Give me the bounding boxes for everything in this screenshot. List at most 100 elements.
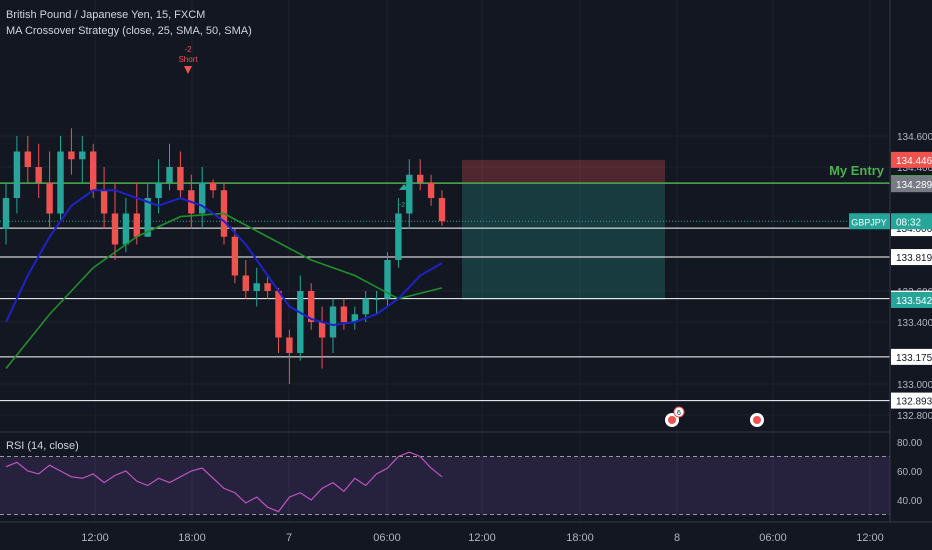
time-tag-bg bbox=[891, 213, 932, 230]
time-tag: 08:32 bbox=[896, 217, 921, 228]
candle-body bbox=[318, 322, 326, 338]
price-tag: 133.819 bbox=[896, 253, 932, 264]
price-tick-label: 133.400 bbox=[897, 318, 932, 329]
time-axis: 12:00 18:00 7 06:00 12:00 18:00 8 06:00 12:00 bbox=[0, 521, 932, 544]
candle-body bbox=[209, 182, 217, 191]
event-marker-dot bbox=[753, 416, 761, 424]
candle-body bbox=[111, 213, 119, 245]
rsi-line bbox=[5, 451, 443, 513]
short-count: -2 bbox=[184, 45, 192, 54]
candle-body bbox=[253, 283, 260, 291]
candle-body bbox=[79, 151, 86, 160]
candle-body bbox=[438, 198, 446, 222]
candle-body bbox=[362, 298, 369, 315]
stop-zone bbox=[462, 159, 665, 184]
moving-averages bbox=[5, 189, 443, 370]
candle-body bbox=[46, 182, 53, 214]
rsi-tick-label: 40.00 bbox=[897, 496, 922, 507]
candle-body bbox=[329, 306, 337, 338]
candle-body bbox=[406, 174, 413, 214]
price-tick-label: 134.400 bbox=[897, 163, 932, 174]
short-arrow-icon bbox=[184, 66, 192, 74]
time-tick-label: 12:00 bbox=[468, 532, 496, 544]
price-tag-bg bbox=[891, 348, 932, 365]
price-tag: 134.446 bbox=[896, 156, 932, 167]
candle-body bbox=[57, 151, 64, 214]
event-count: 6 bbox=[677, 410, 681, 417]
candle-body bbox=[199, 182, 206, 214]
candle-body bbox=[264, 283, 271, 291]
price-tick-label: 134.600 bbox=[897, 132, 932, 143]
cover-arrow-icon bbox=[399, 184, 409, 190]
candle-body bbox=[166, 167, 173, 183]
symbol-tag: GBPJPY bbox=[851, 217, 887, 227]
profit-zone bbox=[462, 183, 665, 300]
candle-body bbox=[286, 337, 293, 353]
rsi-label: RSI (14, close) bbox=[6, 440, 79, 452]
candle-body bbox=[373, 298, 380, 300]
time-tick-label: 06:00 bbox=[759, 532, 787, 544]
price-tag: 134.006 bbox=[896, 224, 932, 235]
price-tag: 133.175 bbox=[896, 353, 932, 364]
rsi-band bbox=[0, 456, 890, 515]
price-tick-label: 132.800 bbox=[897, 411, 932, 422]
price-tag: 132.893 bbox=[896, 397, 932, 408]
candle-body bbox=[351, 314, 358, 322]
candle-body bbox=[242, 275, 249, 291]
price-tag-bg bbox=[891, 249, 932, 266]
price-tag-bg bbox=[891, 176, 932, 193]
candle-body bbox=[417, 174, 424, 183]
candles bbox=[2, 128, 446, 384]
sma50-line bbox=[5, 212, 443, 370]
price-tick-label: 133.000 bbox=[897, 380, 932, 391]
grid bbox=[0, 0, 890, 522]
cover-count: -2 bbox=[399, 202, 405, 209]
price-tag: 134.289 bbox=[896, 180, 932, 191]
time-tick-label: 12:00 bbox=[856, 532, 884, 544]
price-tag-bg bbox=[891, 392, 932, 409]
candle-body bbox=[2, 198, 10, 229]
candle-body bbox=[297, 291, 304, 353]
candle-body bbox=[24, 151, 31, 167]
candle-body bbox=[13, 151, 21, 198]
candle-body bbox=[275, 291, 282, 338]
time-tick-label: 18:00 bbox=[178, 532, 206, 544]
time-tick-label: 7 bbox=[286, 532, 292, 544]
candle-body bbox=[155, 182, 162, 198]
candle-body bbox=[90, 151, 97, 191]
price-tag-bg bbox=[891, 291, 932, 308]
candle-body bbox=[340, 306, 348, 322]
rsi-tick-label: 80.00 bbox=[897, 438, 922, 449]
price-tag-bg bbox=[891, 151, 932, 168]
time-tick-label: 8 bbox=[674, 532, 680, 544]
candle-body bbox=[68, 151, 75, 160]
candle-body bbox=[133, 213, 140, 237]
price-tag: 133.542 bbox=[896, 296, 932, 307]
candle-body bbox=[177, 167, 184, 191]
strategy-label: MA Crossover Strategy (close, 25, SMA, 5… bbox=[6, 25, 252, 37]
time-tick-label: 06:00 bbox=[373, 532, 401, 544]
candle-body bbox=[144, 198, 151, 237]
time-tick-label: 18:00 bbox=[566, 532, 594, 544]
entry-label: My Entry bbox=[829, 163, 885, 178]
time-tick-label: 12:00 bbox=[81, 532, 109, 544]
candle-body bbox=[308, 291, 315, 322]
candle-body bbox=[35, 167, 42, 183]
symbol-tag-bg bbox=[849, 213, 890, 230]
sma25-line bbox=[5, 189, 443, 327]
candle-body bbox=[231, 236, 239, 276]
candle-body bbox=[384, 260, 391, 299]
chart-title: British Pound / Japanese Yen, 15, FXCM bbox=[6, 9, 206, 21]
rsi-tick-label: 60.00 bbox=[897, 467, 922, 478]
event-marker-dot bbox=[668, 416, 676, 424]
candle-body bbox=[395, 213, 402, 260]
price-axis: 134.600134.400134.006133.600133.400133.0… bbox=[0, 0, 932, 522]
candle-body bbox=[100, 190, 108, 214]
event-count-badge bbox=[673, 406, 685, 418]
candle-body bbox=[427, 182, 435, 198]
position-zones bbox=[462, 159, 665, 300]
short-label: Short bbox=[178, 55, 198, 64]
